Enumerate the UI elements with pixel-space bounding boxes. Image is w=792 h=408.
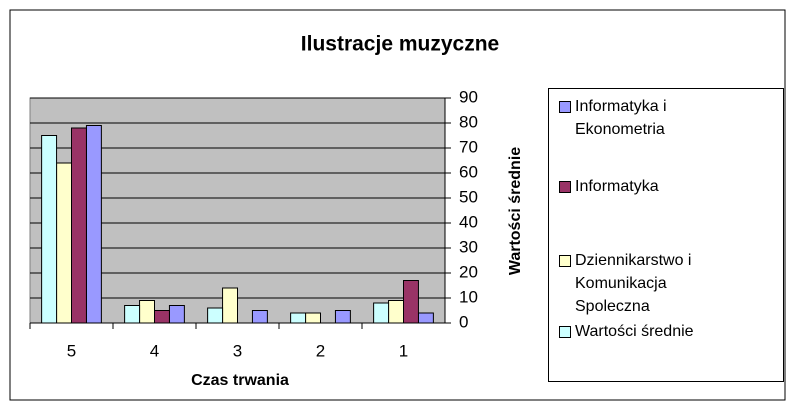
bar: [71, 127, 87, 324]
bar: [305, 312, 321, 324]
y-tick-label: 80: [459, 112, 478, 131]
y-tick-label: 70: [459, 137, 478, 156]
y-tick-label: 20: [459, 262, 478, 281]
y-tick-label: 30: [459, 237, 478, 256]
legend: Informatyka i Ekonometria Informatyka Dzie…: [548, 88, 784, 382]
x-tick-label: 3: [233, 341, 242, 360]
bar: [139, 300, 155, 324]
bar: [388, 300, 404, 324]
bar: [290, 312, 307, 324]
legend-swatch: [559, 181, 571, 193]
y-tick-label: 40: [459, 212, 478, 231]
legend-swatch: [559, 326, 571, 338]
bar: [417, 312, 434, 324]
x-tick-label: 2: [316, 341, 325, 360]
legend-swatch: [559, 255, 571, 267]
bar: [124, 305, 141, 324]
y-tick-label: 0: [459, 312, 468, 331]
legend-item: Wartości średnie: [559, 320, 779, 343]
legend-label: Wartości średnie: [575, 323, 694, 340]
y-axis-title: Wartości średnie: [507, 147, 524, 275]
legend-label: Dziennikarstwo i Komunikacja Spoleczna: [575, 252, 692, 315]
bar: [154, 310, 170, 324]
x-tick-label: 1: [399, 341, 408, 360]
y-tick-label: 50: [459, 187, 478, 206]
bar: [403, 280, 419, 324]
legend-label: Informatyka i Ekonometria: [575, 98, 667, 138]
bar: [168, 305, 185, 324]
bar: [41, 135, 58, 324]
bar: [56, 162, 73, 324]
x-axis-title: Czas trwania: [191, 372, 289, 389]
bar: [222, 287, 238, 324]
x-tick-label: 5: [67, 341, 76, 360]
x-tick-label: 4: [150, 341, 159, 360]
legend-label: Informatyka: [575, 178, 659, 195]
y-tick-label: 90: [459, 87, 478, 106]
y-tick-label: 10: [459, 287, 478, 306]
bar: [334, 310, 351, 324]
bar: [85, 125, 102, 324]
y-tick-label: 60: [459, 162, 478, 181]
legend-item: Dziennikarstwo i Komunikacja Spoleczna: [559, 249, 779, 318]
legend-item: Informatyka: [559, 175, 779, 198]
legend-item: Informatyka i Ekonometria: [559, 95, 779, 141]
chart-title: Ilustracje muzyczne: [301, 33, 499, 56]
bar: [207, 307, 224, 324]
bar: [373, 302, 390, 324]
bar: [251, 310, 268, 324]
legend-swatch: [559, 101, 571, 113]
